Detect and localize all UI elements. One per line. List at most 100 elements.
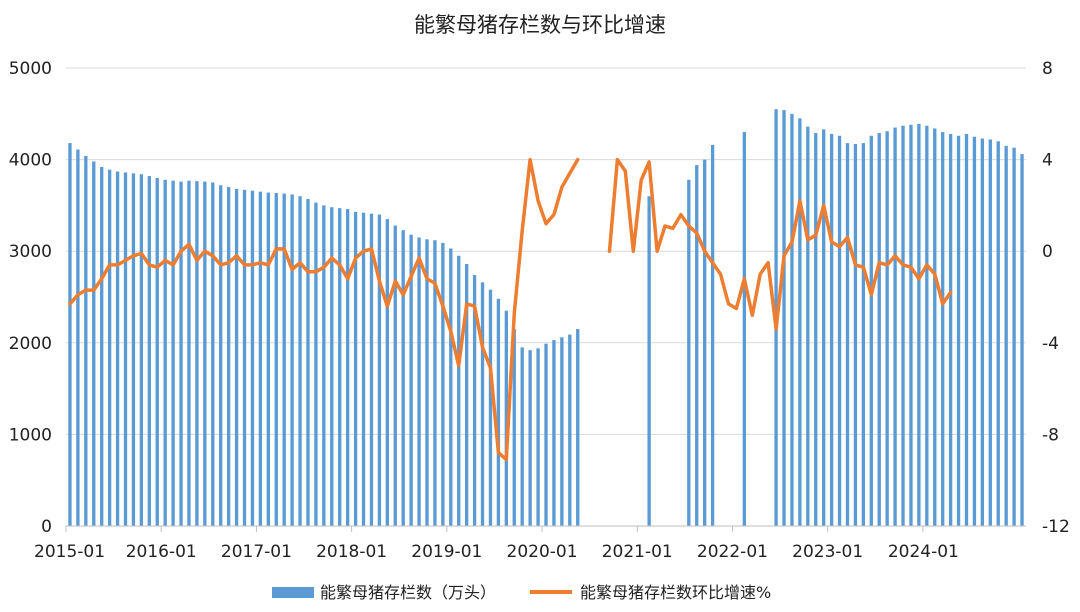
legend-swatch-bars: [272, 587, 314, 598]
bar: [964, 133, 969, 526]
y-left-tick-label: 1000: [9, 425, 52, 445]
x-tick-label: 2019-01: [411, 542, 482, 562]
growth-rate-line: [607, 157, 953, 331]
bar: [171, 180, 175, 526]
bar: [219, 185, 223, 527]
bar: [107, 169, 112, 526]
bar: [203, 181, 207, 527]
bar: [695, 165, 699, 526]
bar: [464, 264, 469, 526]
bar: [933, 128, 937, 526]
bar: [234, 188, 239, 527]
y-right-tick-label: 8: [1042, 59, 1053, 79]
x-tick-label: 2022-01: [697, 542, 768, 562]
bar: [322, 205, 326, 526]
bar: [76, 149, 80, 527]
x-tick-label: 2018-01: [316, 542, 387, 562]
bar: [1020, 154, 1024, 526]
bar: [948, 133, 953, 526]
x-tick-label: 2021-01: [602, 542, 673, 562]
bar: [425, 239, 429, 527]
bar: [885, 131, 889, 527]
bar: [512, 329, 516, 526]
bar: [187, 180, 191, 526]
legend-label-bars: 能繁母猪存栏数（万头）: [320, 583, 496, 602]
legend-label-line: 能繁母猪存栏数环比增速%: [580, 583, 771, 602]
bar: [687, 179, 691, 526]
legend: 能繁母猪存栏数（万头） 能繁母猪存栏数环比增速%: [272, 583, 771, 602]
bar: [163, 179, 167, 526]
bar: [377, 214, 382, 526]
bar: [710, 144, 715, 526]
bar: [330, 207, 334, 526]
bar: [211, 182, 215, 526]
bar: [250, 190, 255, 526]
x-tick-label: 2016-01: [126, 542, 197, 562]
bar: [361, 212, 366, 526]
growth-rate-line: [68, 157, 580, 462]
y-left-tick-label: 4000: [9, 151, 52, 171]
bar: [925, 125, 929, 526]
bar: [996, 141, 1000, 526]
bar: [147, 176, 151, 526]
bar: [703, 159, 707, 526]
bar: [457, 255, 461, 526]
bar: [822, 129, 826, 526]
bar: [401, 230, 405, 526]
bar: [877, 133, 881, 526]
bar: [837, 135, 842, 526]
bar: [528, 350, 532, 526]
gridlines: [66, 67, 1026, 435]
bar: [100, 166, 104, 527]
x-tick-label: 2015-01: [34, 542, 105, 562]
y-left-tick-label: 3000: [9, 242, 52, 262]
bar: [242, 189, 247, 526]
bar: [560, 337, 564, 526]
bar: [647, 196, 651, 527]
bar: [266, 192, 270, 527]
bar: [385, 219, 389, 526]
bar: [449, 248, 453, 526]
bar: [806, 126, 810, 527]
bar: [504, 310, 508, 526]
x-tick-label: 2017-01: [221, 542, 292, 562]
bar: [893, 127, 897, 526]
axes: [65, 525, 1026, 532]
bar: [282, 193, 286, 526]
bar: [782, 110, 786, 527]
bar: [131, 173, 136, 526]
bar: [861, 143, 866, 526]
y-left-tick-label: 0: [41, 517, 52, 537]
y-right-tick-label: 4: [1042, 151, 1053, 171]
y-right-tick-label: -8: [1042, 425, 1059, 445]
bar: [576, 329, 580, 526]
bar: [814, 133, 818, 526]
bar: [338, 208, 342, 526]
bar: [956, 135, 961, 526]
bar: [552, 340, 556, 526]
bar: [798, 118, 802, 526]
y-left-tick-label: 2000: [9, 334, 52, 354]
bar: [568, 334, 572, 526]
bar: [155, 177, 159, 527]
bar: [441, 242, 445, 526]
bar: [1012, 147, 1016, 526]
bar: [909, 124, 913, 527]
bar: [290, 194, 294, 526]
bar: [139, 174, 144, 527]
bar: [298, 196, 302, 527]
bar: [1004, 145, 1008, 527]
bar: [829, 133, 834, 526]
bar: [988, 139, 992, 526]
x-tick-label: 2020-01: [507, 542, 578, 562]
bar: [496, 298, 501, 526]
bar: [742, 132, 747, 526]
bar: [536, 348, 540, 526]
bar: [369, 213, 374, 527]
bar: [123, 172, 128, 526]
bar: [179, 181, 183, 527]
bar: [917, 123, 921, 526]
bar: [68, 143, 72, 526]
bar: [417, 237, 421, 526]
